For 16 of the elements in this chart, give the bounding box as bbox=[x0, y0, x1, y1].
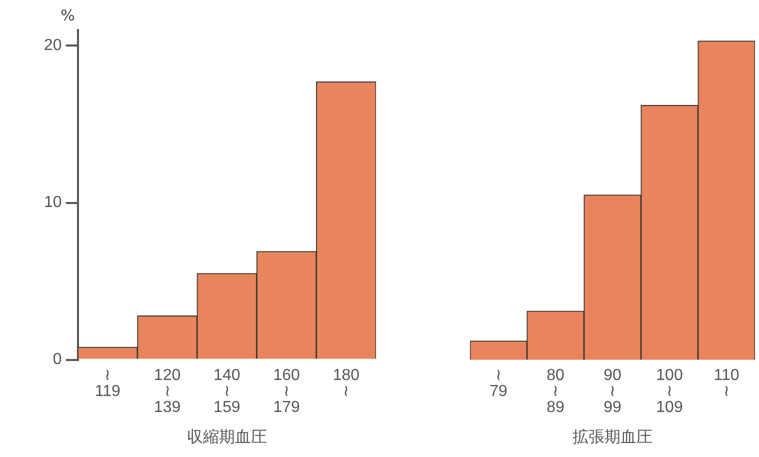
y-tick-label: 0 bbox=[52, 351, 62, 368]
x-axis-title: 収縮期血圧 bbox=[186, 428, 267, 446]
y-axis-title: % bbox=[60, 6, 75, 24]
x-tick-label: 140 ≀ 159 bbox=[214, 367, 240, 416]
x-tick-label: 80 ≀ 89 bbox=[546, 367, 564, 416]
x-tick-label: 180 ≀ bbox=[332, 367, 360, 400]
x-tick-label: 120 ≀ 139 bbox=[154, 367, 181, 416]
x-tick-label: 100 ≀ 109 bbox=[656, 367, 683, 416]
x-tick-label: 110 ≀ bbox=[714, 367, 740, 400]
x-tick-label: ≀ 79 bbox=[490, 367, 508, 400]
x-axis-title: 拡張期血圧 bbox=[572, 428, 652, 446]
x-tick-label: ≀ 119 bbox=[94, 367, 120, 400]
x-tick-label: 90 ≀ 99 bbox=[604, 367, 622, 416]
y-tick-label: 20 bbox=[44, 37, 62, 54]
y-tick-label: 10 bbox=[44, 194, 62, 212]
x-tick-label: 160 ≀ 179 bbox=[273, 367, 300, 416]
